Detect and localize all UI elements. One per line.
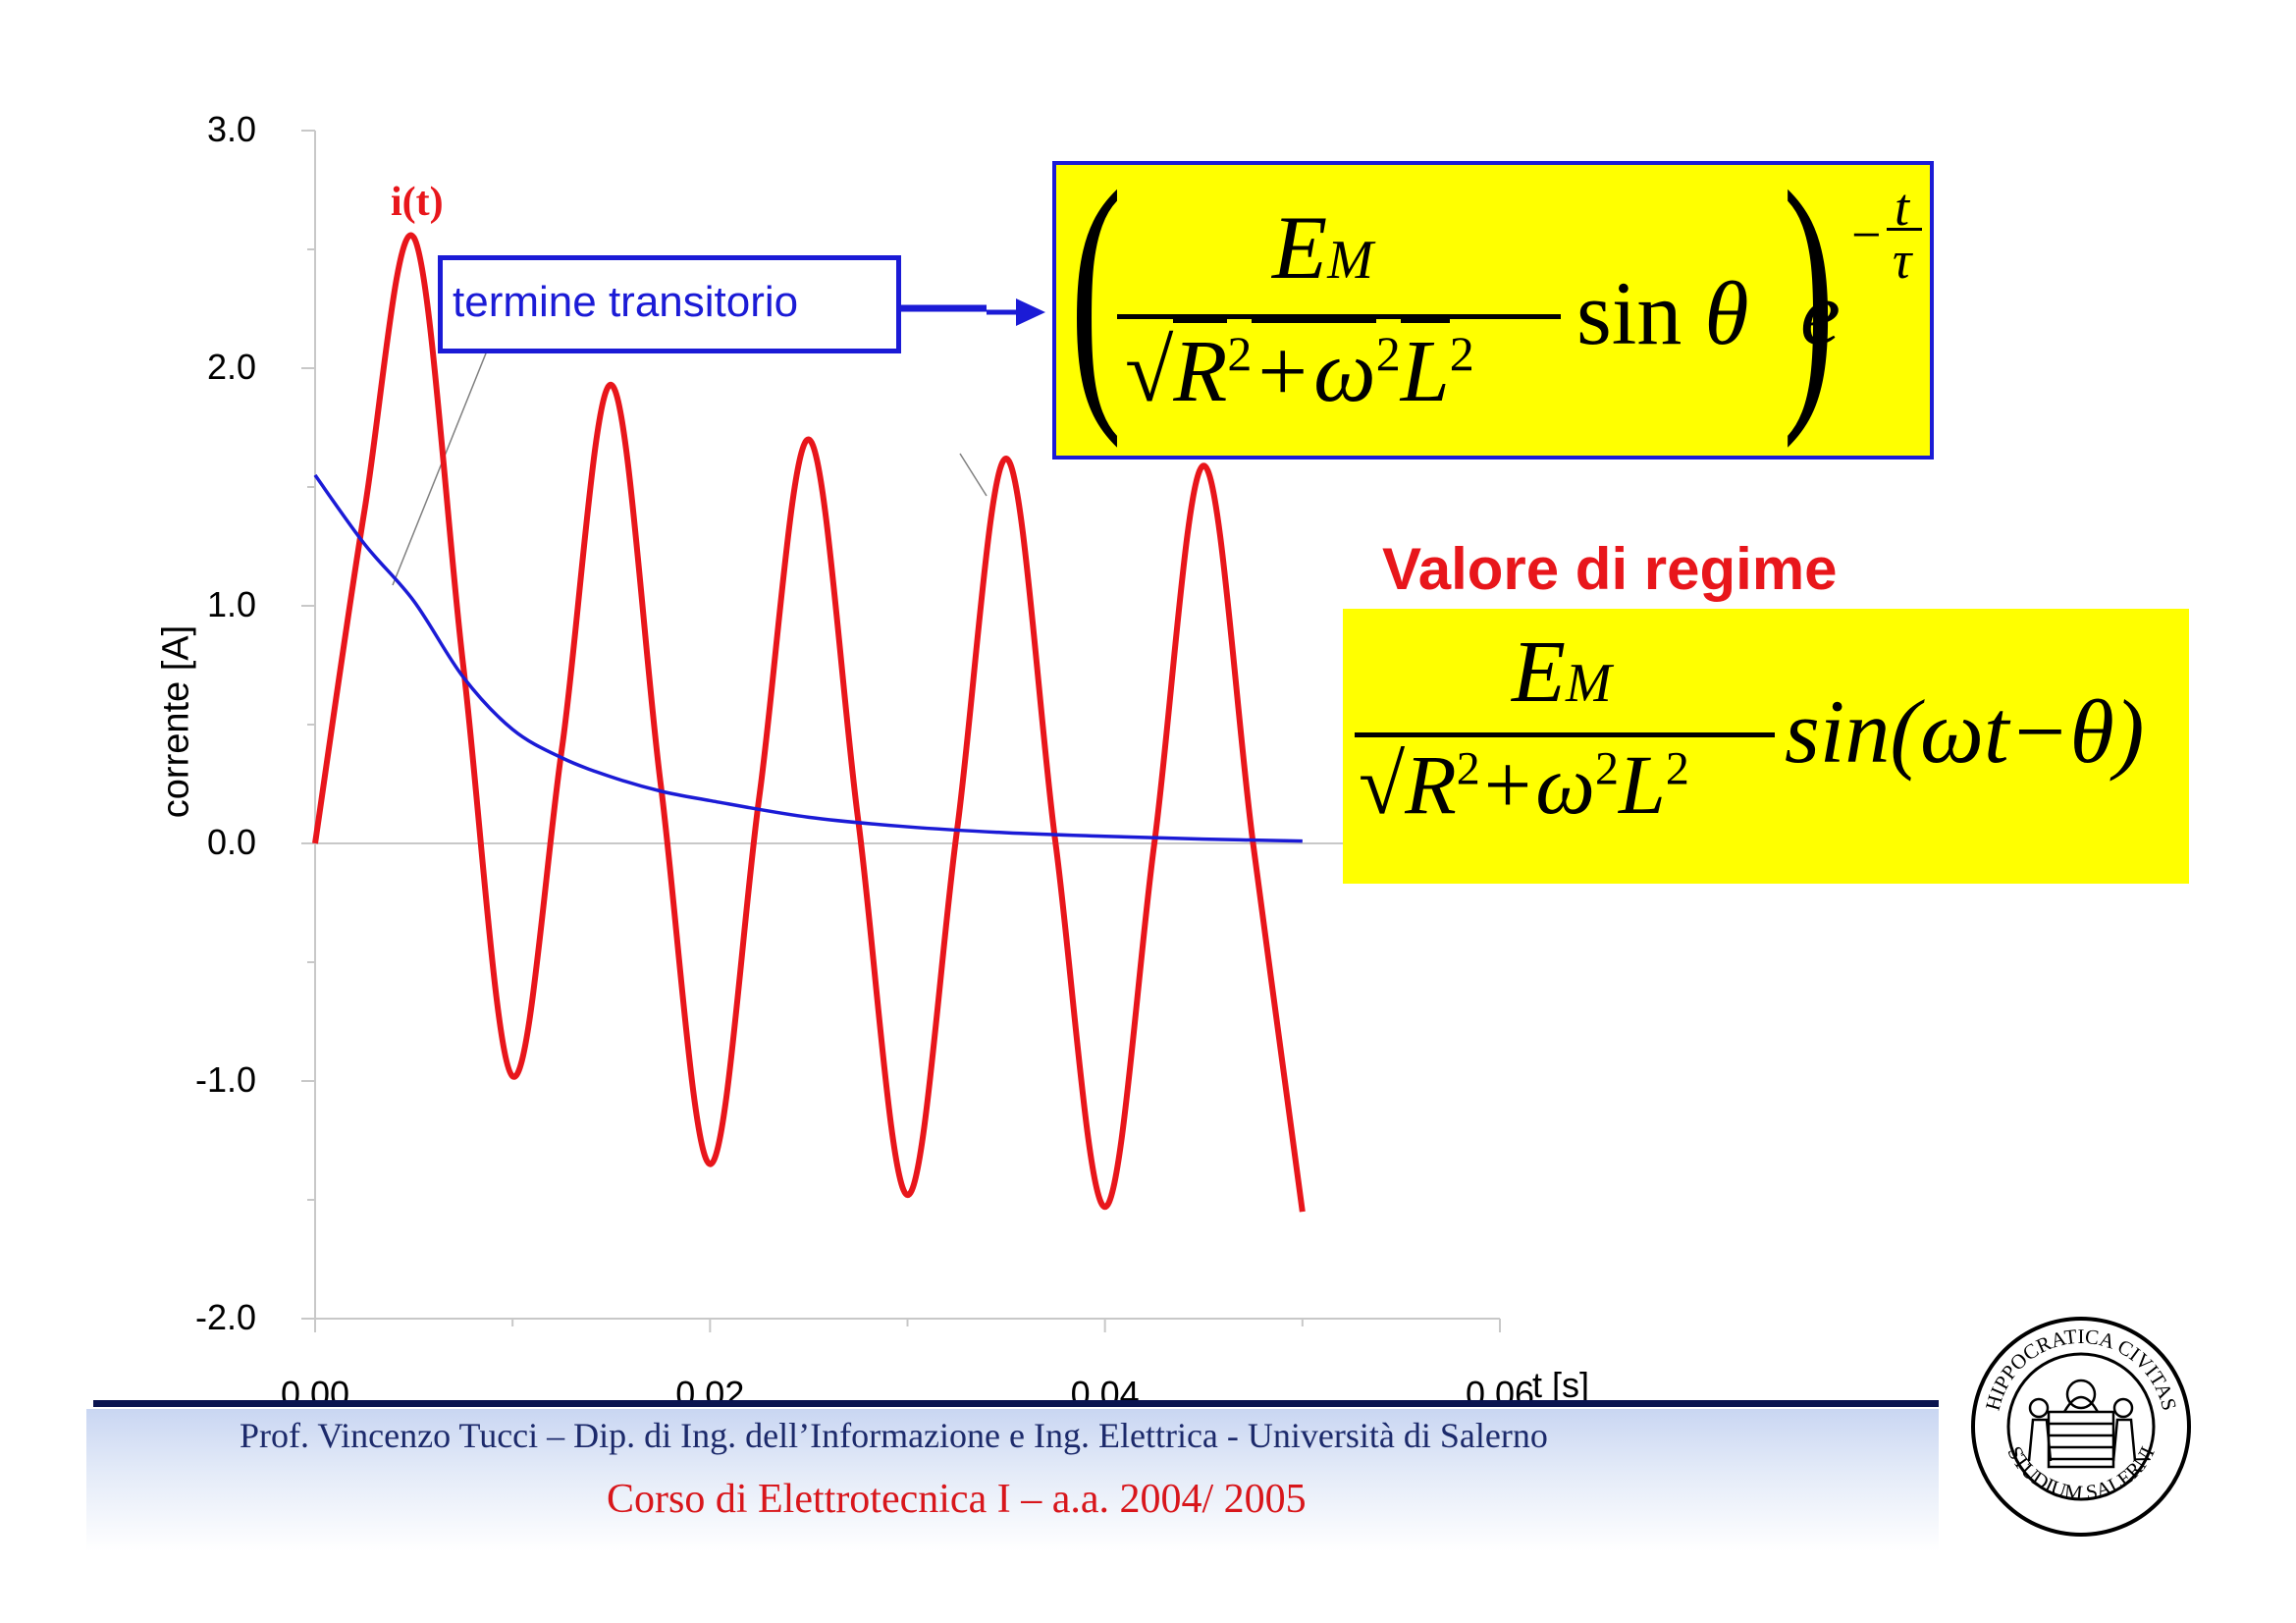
series-label-it: i(t) (391, 180, 444, 225)
x-axis-label: t [s] (1532, 1365, 1590, 1405)
y-tick-label: 0.0 (206, 822, 256, 862)
left-paren: ( (1070, 134, 1123, 449)
y-tick-label: 3.0 (206, 109, 256, 149)
footer-author: Prof. Vincenzo Tucci – Dip. di Ing. dell… (240, 1416, 1548, 1455)
formula1-fraction-bar (1117, 314, 1561, 319)
chart-lines (312, 232, 1306, 1213)
formula2-denominator: √R2+ω2L2 (1359, 732, 1689, 832)
footer-rule (93, 1400, 1939, 1407)
series-line-transient (313, 473, 1303, 843)
y-tick-label: 2.0 (206, 347, 256, 387)
formula1-sin-theta: sin θ (1576, 263, 1749, 363)
formula1-numerator: EM (1272, 197, 1373, 298)
right-paren: ) (1783, 134, 1836, 449)
footer-course: Corso di Elettrotecnica I – a.a. 2004/ 2… (607, 1477, 1307, 1522)
series-line-it (312, 232, 1306, 1213)
arrow-connector (898, 298, 1045, 326)
formula1-exp-base: e (1800, 263, 1841, 363)
x-tick-label: 0.06 (1465, 1374, 1535, 1414)
seal-emblem (2027, 1379, 2137, 1469)
formula2-numerator: EM (1512, 623, 1612, 721)
transient-label: termine transitorio (453, 278, 799, 326)
footer-band: Prof. Vincenzo Tucci – Dip. di Ing. dell… (86, 1409, 1939, 1551)
regime-title: Valore di regime (1382, 536, 1838, 602)
x-tick-label: 0.02 (675, 1374, 745, 1414)
transient-label-box: termine transitorio (438, 255, 901, 353)
leader-line-formula (959, 453, 988, 497)
formula2-fraction-bar (1355, 732, 1775, 737)
formula-regime: EM √R2+ω2L2 sin(ωt−θ) (1343, 609, 2189, 884)
y-tick-label: -1.0 (194, 1059, 256, 1100)
y-tick-label: 1.0 (206, 584, 256, 624)
formula-transient: ( ) EM √R2+ω2L2 sin θ e − t τ (1052, 149, 1934, 460)
x-tick-label: 0.00 (280, 1374, 350, 1414)
x-tick-label: 0.04 (1070, 1374, 1140, 1414)
formula1-denominator: √R2+ω2L2 (1125, 318, 1474, 420)
formula2-rhs: sin(ωt−θ) (1785, 681, 2145, 782)
y-tick-label: -2.0 (194, 1297, 256, 1337)
university-seal: HIPPOCRATICA CIVITAS STUDIUM SALERNI (1971, 1317, 2191, 1537)
